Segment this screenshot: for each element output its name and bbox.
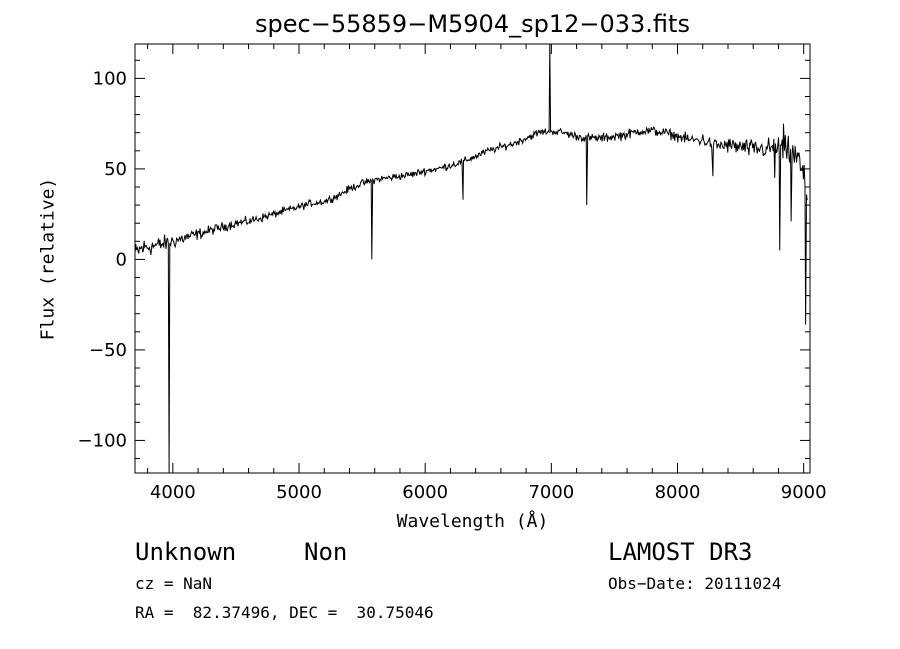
- y-tick-label: 100: [93, 68, 127, 89]
- tick-labels: 4000 5000 6000 7000 8000 9000 −100 −50 0 50 100: [78, 68, 827, 503]
- object-class: Unknown: [135, 538, 237, 566]
- axis-ticks: [135, 44, 810, 473]
- plot-frame: [134, 43, 811, 474]
- x-tick-label: 5000: [276, 482, 322, 503]
- x-tick-label: 7000: [528, 482, 574, 503]
- x-tick-label: 9000: [781, 482, 827, 503]
- y-tick-label: −100: [78, 430, 127, 451]
- x-tick-label: 6000: [402, 482, 448, 503]
- coordinates: RA = 82.37496, DEC = 30.75046: [135, 603, 434, 622]
- y-tick-label: −50: [89, 340, 127, 361]
- survey-name: LAMOST DR3: [608, 538, 753, 566]
- x-tick-label: 4000: [150, 482, 196, 503]
- y-tick-label: 0: [116, 249, 127, 270]
- plot-clip: [135, 44, 808, 473]
- spectrum-line: [135, 44, 808, 473]
- x-axis-label: Wavelength (Å): [396, 511, 549, 532]
- y-tick-label: 50: [104, 159, 127, 180]
- object-subclass: Non: [304, 538, 348, 566]
- chart-title: spec−55859−M5904_sp12−033.fits: [255, 10, 690, 38]
- redshift-cz: cz = NaN: [135, 574, 213, 593]
- x-tick-label: 8000: [655, 482, 701, 503]
- y-axis-label: Flux (relative): [37, 177, 59, 341]
- observation-date: Obs−Date: 20111024: [608, 574, 782, 593]
